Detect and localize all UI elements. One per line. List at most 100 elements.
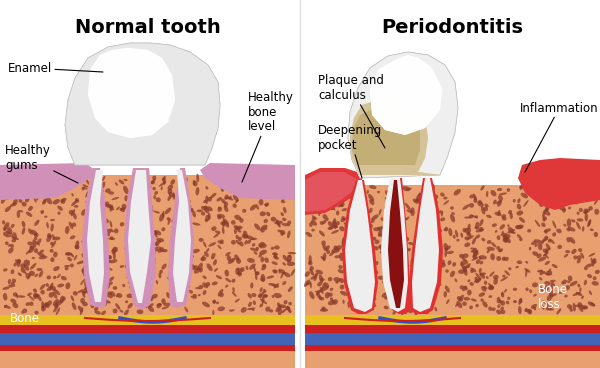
Ellipse shape [369,199,374,205]
Ellipse shape [35,177,39,183]
Ellipse shape [19,210,23,212]
Ellipse shape [255,273,257,280]
Ellipse shape [236,268,240,270]
Ellipse shape [104,219,109,223]
Ellipse shape [511,231,516,234]
Ellipse shape [52,237,61,240]
Polygon shape [390,57,435,112]
Ellipse shape [413,199,419,204]
Ellipse shape [283,272,286,275]
Ellipse shape [548,269,551,273]
Ellipse shape [281,212,284,216]
Ellipse shape [176,266,184,272]
Ellipse shape [360,236,367,243]
Ellipse shape [53,266,60,271]
Ellipse shape [328,227,334,230]
Ellipse shape [424,206,427,211]
Ellipse shape [242,234,248,239]
Ellipse shape [421,230,425,235]
Ellipse shape [535,220,540,227]
Ellipse shape [469,194,474,198]
Ellipse shape [244,240,247,245]
Ellipse shape [11,224,14,228]
Ellipse shape [2,286,10,290]
Ellipse shape [330,297,334,301]
Ellipse shape [49,283,53,291]
Ellipse shape [167,276,170,280]
Ellipse shape [250,205,256,210]
Ellipse shape [82,293,85,298]
Ellipse shape [561,281,565,285]
Ellipse shape [110,236,113,240]
Ellipse shape [379,209,382,215]
Ellipse shape [187,205,191,210]
Ellipse shape [483,286,487,290]
Ellipse shape [101,234,106,243]
Polygon shape [345,180,375,312]
Ellipse shape [379,245,382,250]
Ellipse shape [351,248,357,253]
Ellipse shape [8,182,14,190]
Ellipse shape [75,240,79,249]
Ellipse shape [80,290,89,293]
Polygon shape [518,158,600,210]
Ellipse shape [313,275,317,281]
Ellipse shape [427,201,435,204]
Ellipse shape [68,178,76,183]
Ellipse shape [169,192,175,198]
Ellipse shape [171,262,176,267]
Ellipse shape [334,255,340,258]
Ellipse shape [65,252,72,256]
Ellipse shape [200,257,206,261]
Ellipse shape [46,222,49,229]
Ellipse shape [364,227,367,232]
Ellipse shape [467,279,470,282]
Ellipse shape [400,266,404,270]
Ellipse shape [10,282,15,287]
Ellipse shape [37,294,40,297]
Ellipse shape [259,250,267,255]
Ellipse shape [12,279,16,283]
Polygon shape [168,168,194,308]
Ellipse shape [408,242,415,245]
Ellipse shape [235,226,242,230]
Ellipse shape [322,219,327,224]
Ellipse shape [53,299,59,306]
Ellipse shape [475,234,480,239]
Ellipse shape [137,263,142,268]
Ellipse shape [151,180,155,184]
Ellipse shape [328,221,334,228]
Ellipse shape [328,191,331,194]
Ellipse shape [343,190,349,194]
Ellipse shape [167,195,172,201]
Ellipse shape [222,221,226,226]
Ellipse shape [372,270,378,275]
Ellipse shape [255,271,259,275]
Ellipse shape [63,178,67,182]
Ellipse shape [90,189,94,197]
Ellipse shape [151,230,157,235]
Ellipse shape [542,249,548,254]
Ellipse shape [331,230,339,234]
Ellipse shape [185,256,193,261]
Polygon shape [128,170,151,303]
Ellipse shape [199,238,203,242]
Ellipse shape [36,294,41,301]
Polygon shape [305,168,363,215]
Ellipse shape [419,192,424,196]
Ellipse shape [282,194,287,201]
Text: Periodontitis: Periodontitis [381,18,523,37]
Ellipse shape [572,292,581,296]
Ellipse shape [391,199,395,205]
Ellipse shape [446,299,449,304]
Ellipse shape [224,270,229,277]
Text: Plaque and
calculus: Plaque and calculus [318,74,385,148]
Ellipse shape [568,206,571,209]
Ellipse shape [496,256,501,261]
Ellipse shape [308,261,313,265]
Ellipse shape [181,223,187,226]
Ellipse shape [8,247,14,254]
Ellipse shape [10,244,14,248]
Ellipse shape [430,270,437,274]
Ellipse shape [462,254,469,258]
